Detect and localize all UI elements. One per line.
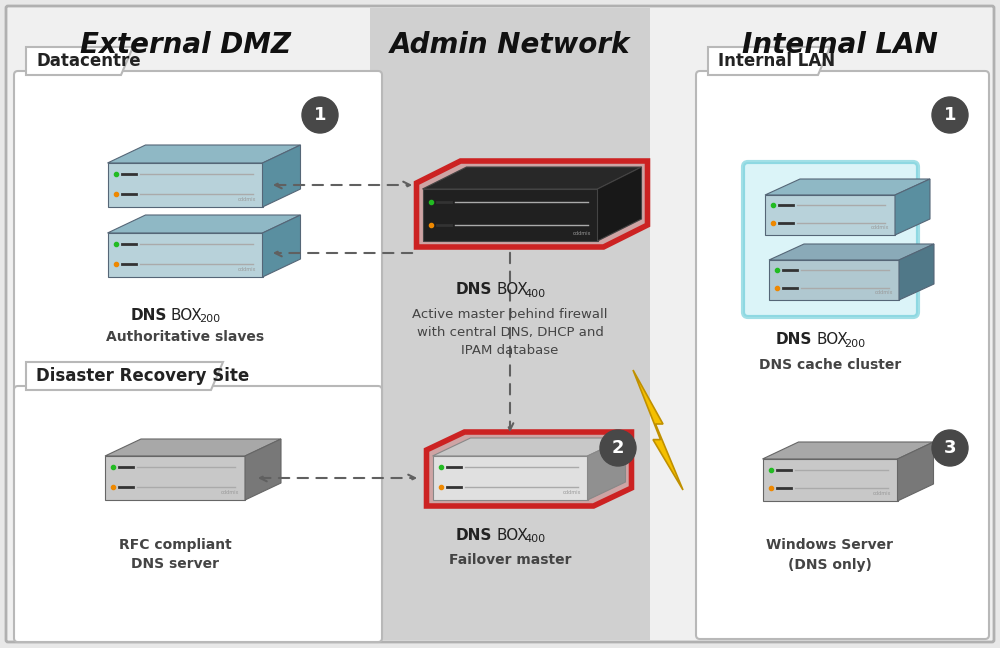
Text: DNS cache cluster: DNS cache cluster	[759, 358, 901, 372]
Polygon shape	[765, 179, 930, 195]
FancyBboxPatch shape	[6, 6, 994, 642]
Bar	[763, 459, 898, 501]
Text: BOX: BOX	[496, 283, 528, 297]
Circle shape	[302, 97, 338, 133]
Polygon shape	[245, 439, 281, 500]
Circle shape	[600, 430, 636, 466]
Text: oddmix: oddmix	[573, 231, 592, 236]
Circle shape	[932, 430, 968, 466]
Text: BOX: BOX	[816, 332, 848, 347]
Text: DNS: DNS	[456, 283, 492, 297]
Bar	[422, 189, 598, 241]
Text: Failover master: Failover master	[449, 553, 571, 567]
Polygon shape	[588, 438, 626, 500]
Polygon shape	[26, 47, 133, 75]
Text: 2: 2	[612, 439, 624, 457]
Text: Admin Network: Admin Network	[390, 31, 630, 59]
Polygon shape	[426, 432, 632, 506]
Text: 3: 3	[944, 439, 956, 457]
Polygon shape	[432, 438, 626, 456]
Circle shape	[932, 97, 968, 133]
Polygon shape	[26, 362, 223, 390]
Text: 200: 200	[199, 314, 220, 324]
Text: DNS: DNS	[776, 332, 812, 347]
Text: oddmix: oddmix	[238, 197, 256, 202]
Polygon shape	[708, 47, 830, 75]
Text: Active master behind firewall
with central DNS, DHCP and
IPAM database: Active master behind firewall with centr…	[412, 308, 608, 357]
Bar	[108, 163, 262, 207]
Text: 1: 1	[944, 106, 956, 124]
Polygon shape	[416, 161, 648, 247]
FancyBboxPatch shape	[743, 162, 918, 317]
FancyBboxPatch shape	[696, 71, 989, 639]
Text: DNS: DNS	[131, 308, 167, 323]
Text: BOX: BOX	[496, 527, 528, 542]
Text: 200: 200	[844, 339, 865, 349]
Text: Internal LAN: Internal LAN	[742, 31, 938, 59]
FancyBboxPatch shape	[14, 386, 382, 642]
Polygon shape	[108, 215, 300, 233]
Text: oddmix: oddmix	[221, 490, 239, 495]
Text: oddmix: oddmix	[875, 290, 893, 295]
Polygon shape	[598, 167, 642, 241]
Polygon shape	[899, 244, 934, 300]
Polygon shape	[763, 442, 934, 459]
Text: oddmix: oddmix	[873, 491, 892, 496]
Bar	[769, 260, 899, 300]
Text: DNS: DNS	[456, 527, 492, 542]
Text: External DMZ: External DMZ	[80, 31, 290, 59]
Polygon shape	[895, 179, 930, 235]
Text: oddmix: oddmix	[238, 267, 256, 272]
FancyBboxPatch shape	[14, 71, 382, 569]
Polygon shape	[422, 167, 642, 189]
Bar	[765, 195, 895, 235]
Text: 400: 400	[524, 534, 545, 544]
Text: Authoritative slaves: Authoritative slaves	[106, 330, 264, 344]
Text: oddmix: oddmix	[563, 490, 582, 495]
Text: 400: 400	[524, 289, 545, 299]
Bar	[108, 233, 262, 277]
Polygon shape	[769, 244, 934, 260]
Text: BOX: BOX	[171, 308, 203, 323]
Text: Windows Server
(DNS only): Windows Server (DNS only)	[767, 538, 894, 572]
Bar	[432, 456, 588, 500]
Bar	[370, 8, 650, 640]
Polygon shape	[633, 370, 683, 490]
Text: Internal LAN: Internal LAN	[718, 52, 835, 70]
Polygon shape	[108, 145, 300, 163]
Polygon shape	[262, 145, 300, 207]
Text: Disaster Recovery Site: Disaster Recovery Site	[36, 367, 249, 385]
Polygon shape	[898, 442, 934, 501]
Text: 1: 1	[314, 106, 326, 124]
Polygon shape	[262, 215, 300, 277]
Text: Datacentre: Datacentre	[36, 52, 141, 70]
Text: oddmix: oddmix	[871, 225, 889, 230]
Bar	[105, 456, 245, 500]
Polygon shape	[105, 439, 281, 456]
Text: RFC compliant
DNS server: RFC compliant DNS server	[119, 538, 231, 572]
